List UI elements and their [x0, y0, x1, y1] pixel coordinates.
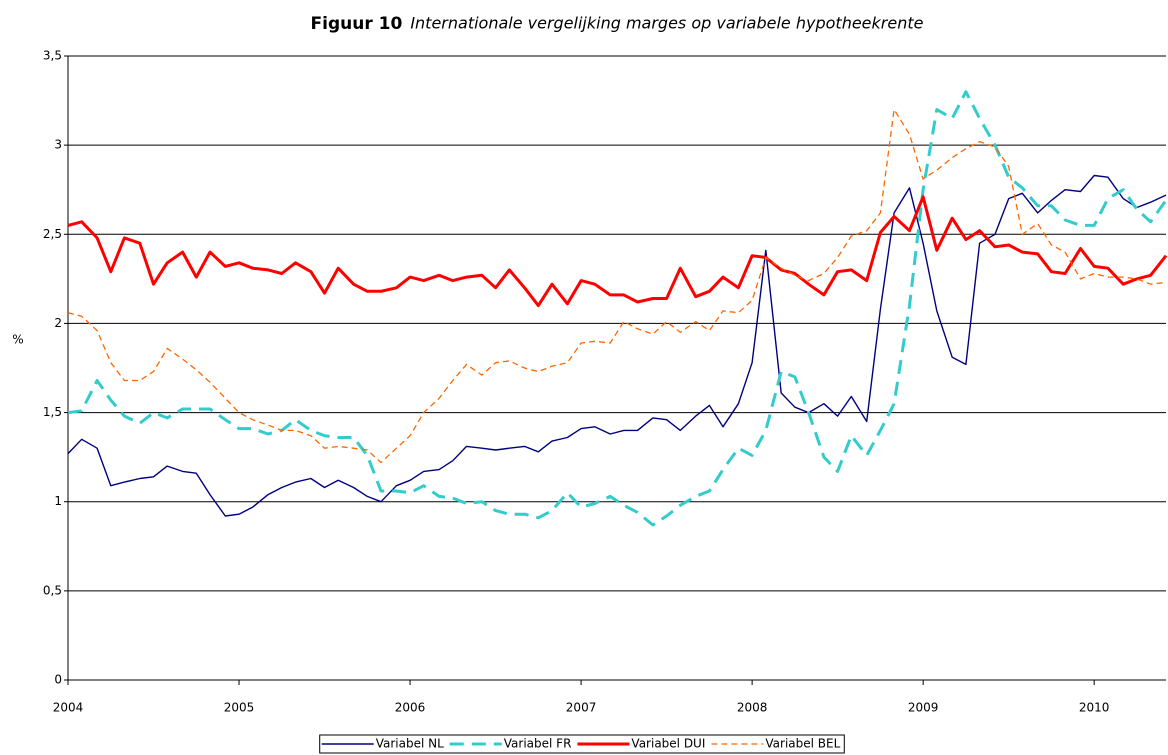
legend-label: Variabel DUI [631, 737, 705, 751]
legend-label: Variabel BEL [765, 737, 840, 751]
x-tick-label: 2009 [908, 701, 939, 715]
series-line [67, 195, 1168, 308]
x-tick-label: 2006 [395, 701, 426, 715]
series-line [67, 174, 1167, 517]
y-tick-label: 3,5 [43, 49, 62, 63]
y-tick-label: 0 [54, 673, 62, 687]
legend-label: Variabel NL [376, 737, 444, 751]
legend: Variabel NL Variabel FR Variabel DUI Variab… [319, 734, 845, 754]
x-tick-label: 2005 [224, 701, 255, 715]
y-tick-label: 3 [54, 138, 62, 152]
chart-title: Figuur 10 [311, 14, 403, 34]
y-tick-label: 2 [54, 316, 62, 330]
series-line [67, 90, 1168, 527]
legend-label: Variabel FR [504, 737, 572, 751]
legend-box [319, 734, 845, 754]
y-tick-label: 0,5 [43, 583, 62, 597]
x-tick-label: 2007 [566, 701, 597, 715]
series-line [67, 108, 1167, 464]
y-tick-label: 2,5 [43, 227, 62, 241]
chart-subtitle: Internationale vergelijking marges op va… [410, 14, 923, 33]
x-tick-label: 2010 [1079, 701, 1110, 715]
y-axis-label: % [12, 333, 23, 347]
x-tick-label: 2004 [53, 701, 84, 715]
y-tick-label: 1 [54, 494, 62, 508]
x-tick-label: 2008 [737, 701, 768, 715]
y-tick-label: 1,5 [43, 405, 62, 419]
